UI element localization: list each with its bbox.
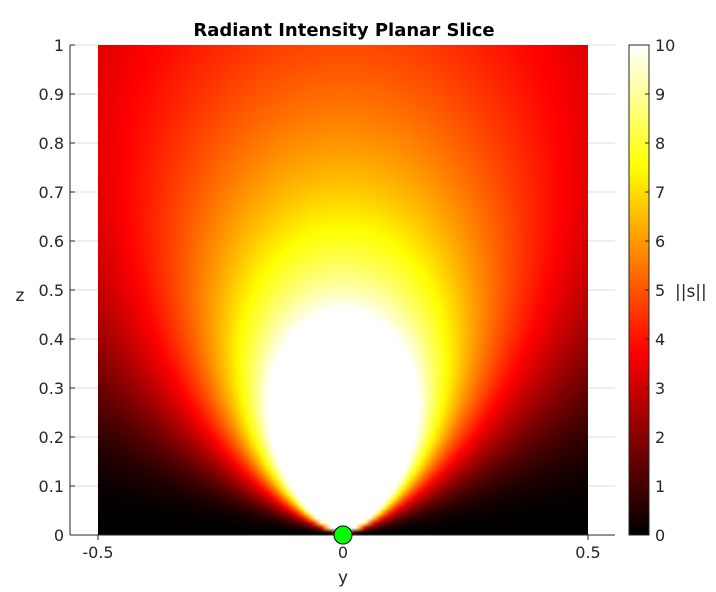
colorbar-tick-label: 10 xyxy=(655,36,675,55)
colorbar-ticks: 0 1 2 3 4 5 6 7 8 9 10 xyxy=(645,36,675,545)
y-tick-label: 0.6 xyxy=(39,232,64,251)
y-tick-label: 0.2 xyxy=(39,428,64,447)
x-tick-label: 0 xyxy=(338,543,348,562)
x-axis-label: y xyxy=(338,568,348,588)
colorbar-tick-label: 6 xyxy=(655,232,665,251)
colorbar-tick-label: 5 xyxy=(655,281,665,300)
colorbar-label: ||s|| xyxy=(675,282,707,302)
source-point-marker xyxy=(333,525,353,545)
colorbar-tick-label: 0 xyxy=(655,526,665,545)
colorbar-tick-label: 7 xyxy=(655,183,665,202)
y-tick-label: 0.1 xyxy=(39,477,64,496)
y-tick-label: 0.9 xyxy=(39,85,64,104)
x-axis-ticks: -0.5 0 0.5 xyxy=(82,535,601,562)
y-tick-label: 1 xyxy=(54,36,64,55)
x-tick-label: 0.5 xyxy=(575,543,600,562)
colorbar-tick-label: 8 xyxy=(655,134,665,153)
y-tick-label: 0.7 xyxy=(39,183,64,202)
y-tick-label: 0.5 xyxy=(39,281,64,300)
y-tick-label: 0.8 xyxy=(39,134,64,153)
y-tick-label: 0.3 xyxy=(39,379,64,398)
y-tick-label: 0.4 xyxy=(39,330,64,349)
x-tick-label: -0.5 xyxy=(82,543,113,562)
colorbar-tick-label: 2 xyxy=(655,428,665,447)
y-tick-label: 0 xyxy=(54,526,64,545)
colorbar-tick-label: 3 xyxy=(655,379,665,398)
heatmap-image xyxy=(98,45,588,535)
colorbar-tick-label: 1 xyxy=(655,477,665,496)
y-axis-ticks: 0 0.1 0.2 0.3 0.4 0.5 0.6 0.7 0.8 0.9 1 xyxy=(39,36,75,545)
y-axis-label: z xyxy=(16,286,25,306)
colorbar-gradient xyxy=(629,45,649,535)
colorbar-tick-label: 4 xyxy=(655,330,665,349)
colorbar-tick-label: 9 xyxy=(655,85,665,104)
chart-title: Radiant Intensity Planar Slice xyxy=(193,20,494,41)
